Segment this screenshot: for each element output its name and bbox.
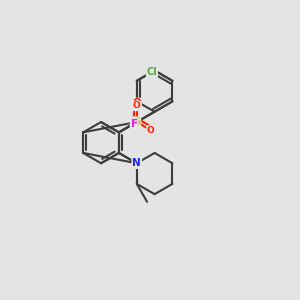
Text: Cl: Cl — [146, 67, 157, 77]
Text: S: S — [133, 117, 140, 127]
Text: O: O — [132, 98, 141, 109]
Text: O: O — [133, 101, 141, 110]
Text: N: N — [132, 158, 141, 168]
Text: O: O — [147, 126, 154, 135]
Text: F: F — [130, 118, 138, 129]
Text: N: N — [132, 158, 141, 168]
